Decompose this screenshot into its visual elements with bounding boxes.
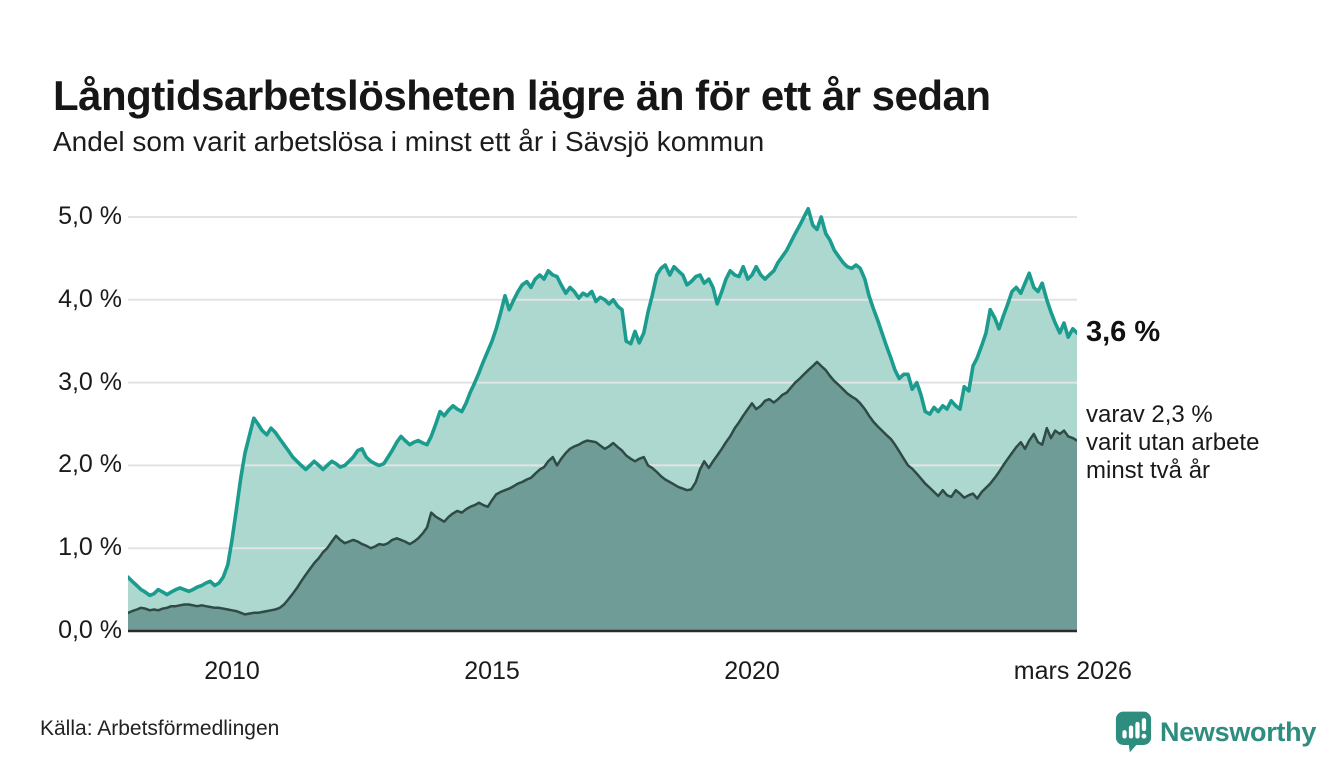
- newsworthy-logo-text: Newsworthy: [1160, 716, 1317, 747]
- x-tick-label: mars 2026: [1013, 657, 1132, 685]
- chart-subtitle: Andel som varit arbetslösa i minst ett å…: [53, 126, 765, 157]
- newsworthy-logo: Newsworthy: [1115, 710, 1316, 754]
- y-tick-label: 2,0 %: [58, 450, 122, 479]
- secondary-value-line2: varit utan arbete: [1086, 429, 1260, 456]
- latest-value-label: 3,6 %: [1086, 316, 1161, 348]
- series-1-year-line: [128, 206, 1077, 598]
- source-attribution: Källa: Arbetsförmedlingen: [40, 717, 280, 740]
- y-tick-label: 5,0 %: [58, 202, 122, 230]
- x-tick-label: 2015: [464, 657, 520, 685]
- y-tick-label: 0,0 %: [58, 616, 122, 644]
- y-tick-label: 3,0 %: [58, 367, 122, 396]
- series-2-year-line: [128, 360, 1077, 616]
- area-chart-plot: [128, 206, 1077, 633]
- y-tick-label: 4,0 %: [58, 284, 122, 313]
- series-2-year-area: [128, 361, 1077, 631]
- secondary-value-line1: varav 2,3 %: [1086, 401, 1213, 428]
- secondary-value-line3: minst två år: [1086, 457, 1211, 484]
- x-tick-label: 2020: [724, 657, 780, 685]
- newsworthy-logo-icon: [1115, 711, 1152, 753]
- x-tick-label: 2010: [204, 657, 260, 685]
- y-tick-label: 1,0 %: [58, 533, 122, 562]
- page-title: Långtidsarbetslösheten lägre än för ett …: [53, 72, 991, 120]
- secondary-value-label: varav 2,3 % varit utan arbete minst två …: [1086, 401, 1259, 485]
